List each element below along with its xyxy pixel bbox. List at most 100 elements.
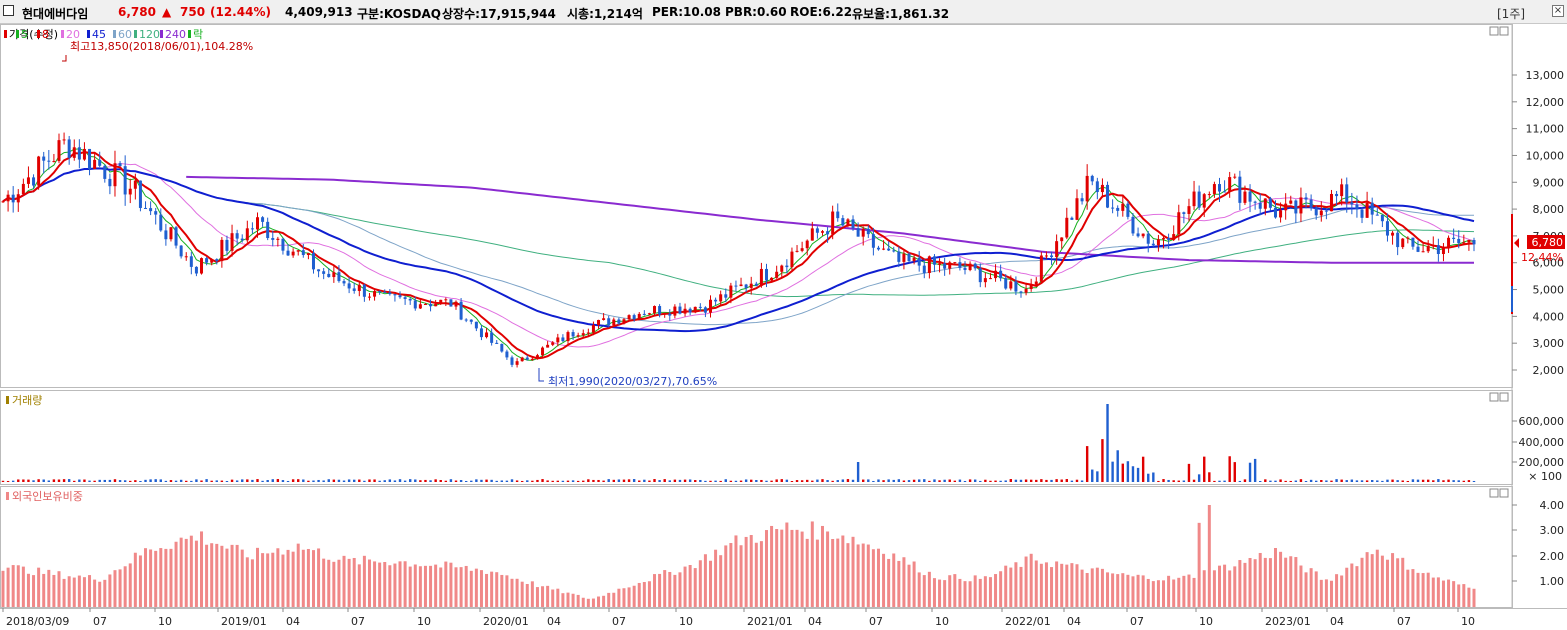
foreign-bar <box>118 569 122 607</box>
candle-body <box>709 299 713 313</box>
volume-bar <box>638 480 641 482</box>
y-tick-label: 2.00 <box>1540 550 1565 563</box>
foreign-bar <box>57 571 61 607</box>
candle-body <box>1457 238 1461 244</box>
candle-body <box>123 166 127 195</box>
x-tick-label: 04 <box>1067 615 1081 628</box>
candle-body <box>607 318 611 326</box>
foreign-bar <box>210 543 214 607</box>
candle-body <box>851 219 855 229</box>
foreign-bar <box>963 581 967 607</box>
foreign-bar <box>810 521 814 607</box>
foreign-bar <box>286 549 290 607</box>
volume-bar <box>1264 479 1267 482</box>
volume-bar <box>694 480 697 482</box>
foreign-bar <box>337 559 341 607</box>
volume-bar <box>714 480 717 482</box>
volume-bar <box>32 480 35 482</box>
candle-body <box>887 248 891 251</box>
candle-body <box>1416 246 1420 252</box>
volume-bar <box>1315 480 1318 482</box>
candle-body <box>337 272 341 282</box>
foreign-bar <box>311 550 315 607</box>
foreign-bar <box>479 570 483 607</box>
candle-body <box>744 284 748 288</box>
volume-bar <box>780 479 783 482</box>
volume-bar <box>22 479 25 482</box>
panel-buttons[interactable] <box>1489 26 1509 498</box>
foreign-bar <box>1090 568 1094 607</box>
foreign-bar <box>1350 563 1354 607</box>
foreign-bar <box>1177 577 1181 607</box>
volume-bar <box>1126 461 1130 482</box>
volume-bar <box>1050 479 1053 482</box>
volume-bar <box>246 479 249 482</box>
volume-bar <box>154 479 157 482</box>
foreign-bar <box>978 578 982 607</box>
foreign-bar <box>159 548 163 607</box>
foreign-bar <box>383 562 387 607</box>
price-legend: 가격(수정)5 8 20 45 60 120 240 락 <box>4 28 203 41</box>
volume-bar <box>1091 469 1094 482</box>
foreign-bar <box>678 572 682 607</box>
foreign-bar <box>785 522 789 607</box>
volume-bar <box>668 480 671 482</box>
volume-bar <box>643 479 646 482</box>
volume-bar <box>353 479 356 482</box>
volume-bar <box>1279 479 1282 482</box>
foreign-bar <box>205 544 209 607</box>
volume-bar <box>882 480 885 482</box>
foreign-bar <box>1009 567 1013 607</box>
foreign-bar <box>1197 522 1201 607</box>
volume-bar <box>963 480 967 482</box>
candle-body <box>449 299 453 307</box>
candle-body <box>1009 281 1013 289</box>
volume-bar <box>1345 480 1348 482</box>
x-tick-label: 07 <box>1397 615 1411 628</box>
candle-body <box>1380 214 1384 222</box>
checkbox[interactable] <box>3 5 14 16</box>
foreign-bar <box>1182 575 1186 607</box>
stock-name[interactable]: 현대에버다임 <box>22 7 89 21</box>
volume-bar <box>1432 480 1435 482</box>
volume-bar <box>744 479 748 482</box>
foreign-bar <box>1360 557 1364 607</box>
foreign-bar <box>490 571 494 607</box>
candle-body <box>408 298 412 301</box>
volume-bar <box>1396 480 1399 482</box>
price-change-pct: (12.44%) <box>210 5 271 19</box>
x-tick-label: 10 <box>158 615 172 628</box>
volume-bar <box>1111 461 1114 482</box>
volume-bar <box>480 479 483 482</box>
volume-bar <box>1376 480 1379 482</box>
foreign-bar <box>189 535 193 607</box>
foreign-bar <box>1324 579 1328 607</box>
period-selector[interactable]: [1주] <box>1497 7 1526 21</box>
volume-bar <box>1106 404 1109 482</box>
market-cap: 시총:1,214억 <box>567 7 643 21</box>
y-tick-label: 11,000 <box>1526 123 1565 136</box>
volume-bar <box>928 480 931 482</box>
volume-bar <box>719 480 722 482</box>
volume-bar <box>1218 480 1221 482</box>
candle-body <box>1034 281 1038 285</box>
volume-bar <box>821 479 824 482</box>
candle-body <box>164 230 168 240</box>
candle-body <box>724 294 728 298</box>
foreign-bar <box>561 593 565 607</box>
candle-body <box>200 258 204 274</box>
volume-bar <box>958 479 962 482</box>
volume-bar <box>220 480 224 482</box>
foreign-bar <box>495 572 499 607</box>
volume-bar <box>271 479 274 482</box>
candle-body <box>1055 241 1059 258</box>
stock-chart[interactable]: 가격(수정)5 8 20 45 60 120 240 락 거래량 외국인보유비중 13,000… <box>0 24 1567 630</box>
volume-bar <box>816 479 819 482</box>
candle-body <box>439 299 443 304</box>
volume-bar <box>1233 462 1236 482</box>
candle-body <box>1187 206 1191 214</box>
foreign-bar <box>301 549 305 607</box>
foreign-bar <box>759 541 763 607</box>
foreign-bar <box>591 598 595 607</box>
close-icon[interactable]: × <box>1552 5 1564 17</box>
